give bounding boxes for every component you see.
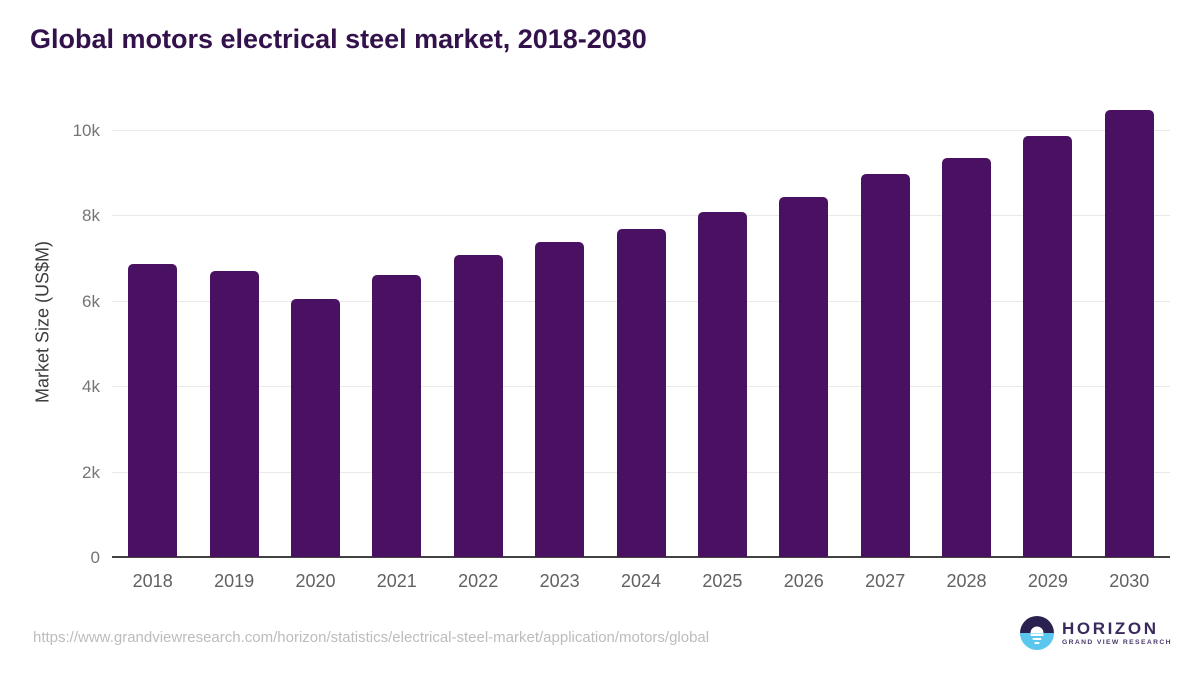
bar-chart-plot-area [112,100,1170,558]
x-axis-line [112,556,1170,558]
logo-brand-subtitle: GRAND VIEW RESEARCH [1062,638,1172,646]
bar-2025 [697,212,747,557]
y-tick-label-4k: 4k [82,377,100,396]
x-tick-label-2028: 2028 [946,571,987,591]
sun-glyph [1030,626,1044,633]
horizon-sun-water-icon [1020,616,1054,650]
y-tick-label-8k: 8k [82,206,100,225]
bar-2026 [779,196,829,557]
bar-2019 [209,271,259,557]
y-tick-label-10k: 10k [72,120,100,140]
bar-2024 [616,229,666,557]
x-tick-label-2027: 2027 [865,571,906,591]
gridline-8k [112,215,1170,216]
x-tick-label-2025: 2025 [702,571,743,591]
y-tick-label-6k: 6k [82,291,100,311]
gridline-10k [112,129,1170,131]
x-tick-label-2018: 2018 [132,571,173,591]
x-tick-label-2022: 2022 [458,571,499,591]
source-url: https://www.grandviewresearch.com/horizo… [33,629,710,646]
logo-brand-name: HORIZON [1062,618,1159,638]
bar-2022 [453,255,503,557]
bar-2020 [291,298,340,557]
bar-2029 [1023,136,1073,557]
wave-glyph [1034,641,1040,644]
x-tick-label-2024: 2024 [620,571,662,591]
bar-2028 [942,157,991,557]
wave-glyph [1032,637,1042,640]
x-tick-label-2030: 2030 [1109,571,1150,591]
logo-text-block: HORIZON GRAND VIEW RESEARCH [1062,618,1172,647]
bar-2027 [860,174,910,557]
bar-2030 [1104,110,1154,557]
x-tick-label-2020: 2020 [295,571,336,591]
y-tick-label-2k: 2k [82,462,100,482]
horizon-logo: HORIZON GRAND VIEW RESEARCH [1020,616,1172,650]
x-tick-label-2023: 2023 [539,571,580,591]
x-tick-label-2021: 2021 [376,571,417,591]
bar-2021 [372,275,422,557]
x-tick-label-2026: 2026 [783,571,824,591]
x-tick-label-2019: 2019 [214,571,255,591]
chart-title: Global motors electrical steel market, 2… [30,24,647,54]
bar-2023 [535,241,585,557]
bar-2018 [128,264,178,557]
x-tick-label-2029: 2029 [1027,571,1068,591]
wave-glyph [1030,633,1044,636]
y-tick-label-0: 0 [90,548,100,567]
